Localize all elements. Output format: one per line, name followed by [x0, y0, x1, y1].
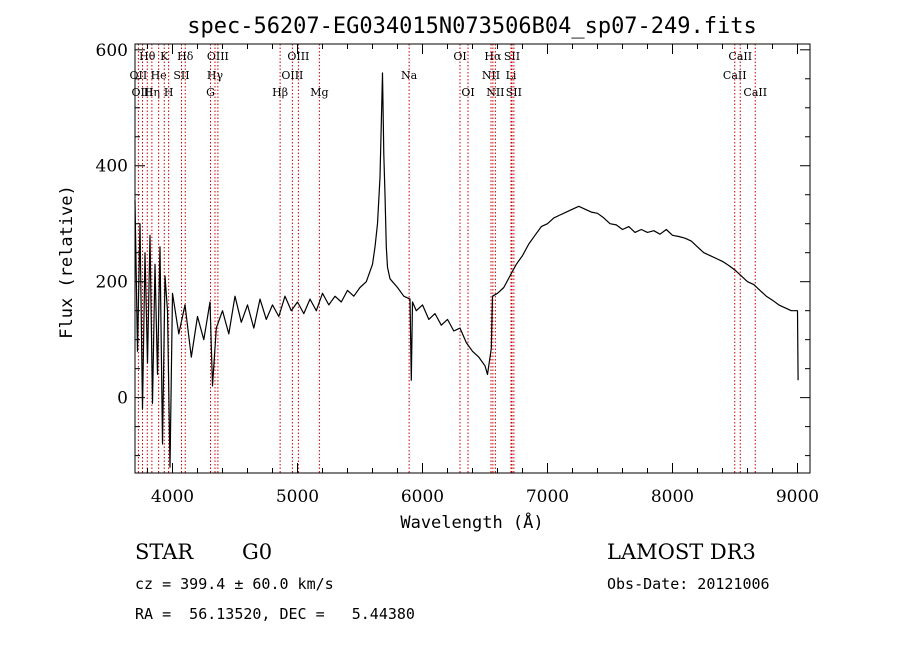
line-marker-label-19: Hα [484, 50, 502, 63]
x-tick-label-4: 8000 [651, 487, 694, 507]
y-tick-label-1: 200 [96, 273, 128, 293]
line-marker-label-26: CaII [723, 69, 747, 82]
line-marker-label-13: OIII [287, 50, 309, 63]
line-marker-label-16: Na [401, 69, 418, 82]
object-class: STAR [135, 540, 194, 564]
line-marker-label-3: Hη [144, 86, 160, 99]
line-marker-label-18: OI [461, 86, 474, 99]
y-axis-label: Flux (relative) [57, 185, 77, 339]
x-axis: 4000 5000 6000 7000 8000 9000 [147, 44, 819, 507]
spectrum-line-0 [134, 72, 799, 468]
line-marker-label-21: NII [486, 86, 504, 99]
line-marker-label-14: OIII [281, 69, 303, 82]
line-marker-label-7: SII [173, 69, 189, 82]
line-marker-label-25: CaII [728, 50, 752, 63]
line-marker-label-5: K [160, 50, 169, 63]
obs-date: Obs-Date: 20121006 [607, 575, 770, 593]
ra-dec: RA = 56.13520, DEC = 5.44380 [135, 605, 415, 623]
x-tick-label-0: 4000 [151, 487, 194, 507]
line-marker-label-20: NII [482, 69, 500, 82]
series-layer [134, 72, 799, 468]
plot-frame [134, 43, 811, 474]
line-marker-label-4: He [151, 69, 167, 82]
line-marker-label-23: Li [506, 69, 517, 82]
x-axis-label: Wavelength (Å) [400, 511, 543, 533]
line-marker-label-9: OIII [207, 50, 229, 63]
y-tick-label-2: 400 [96, 157, 128, 177]
x-tick-label-5: 9000 [776, 487, 819, 507]
line-marker-label-10: Hγ [207, 69, 224, 82]
line-marker-label-8: Hδ [177, 50, 194, 63]
line-marker-label-2: OIII [131, 86, 153, 99]
object-subclass: G0 [242, 540, 273, 564]
x-tick-label-3: 7000 [526, 487, 569, 507]
redshift-cz: cz = 399.4 ± 60.0 km/s [135, 575, 334, 593]
y-axis: 0 200 400 600 [96, 41, 810, 457]
chart-title: spec-56207-EG034015N073506B04_sp07-249.f… [187, 14, 757, 39]
line-marker-label-17: OI [453, 50, 466, 63]
line-marker-label-12: Hβ [272, 86, 288, 99]
line-marker-label-0: Hθ [139, 50, 156, 63]
survey-name: LAMOST DR3 [607, 540, 756, 564]
line-marker-label-27: CaII [743, 86, 767, 99]
line-marker-label-24: SII [506, 86, 522, 99]
line-marker-label-11: G [206, 86, 215, 99]
line-marker-label-1: OII [130, 69, 148, 82]
line-marker-label-6: H [164, 86, 174, 99]
line-marker-label-22: SII [504, 50, 520, 63]
y-tick-label-0: 0 [117, 389, 128, 409]
line-marker-label-15: Mg [310, 86, 328, 99]
y-tick-label-3: 600 [96, 41, 128, 61]
x-tick-label-2: 6000 [401, 487, 444, 507]
x-tick-label-1: 5000 [276, 487, 319, 507]
